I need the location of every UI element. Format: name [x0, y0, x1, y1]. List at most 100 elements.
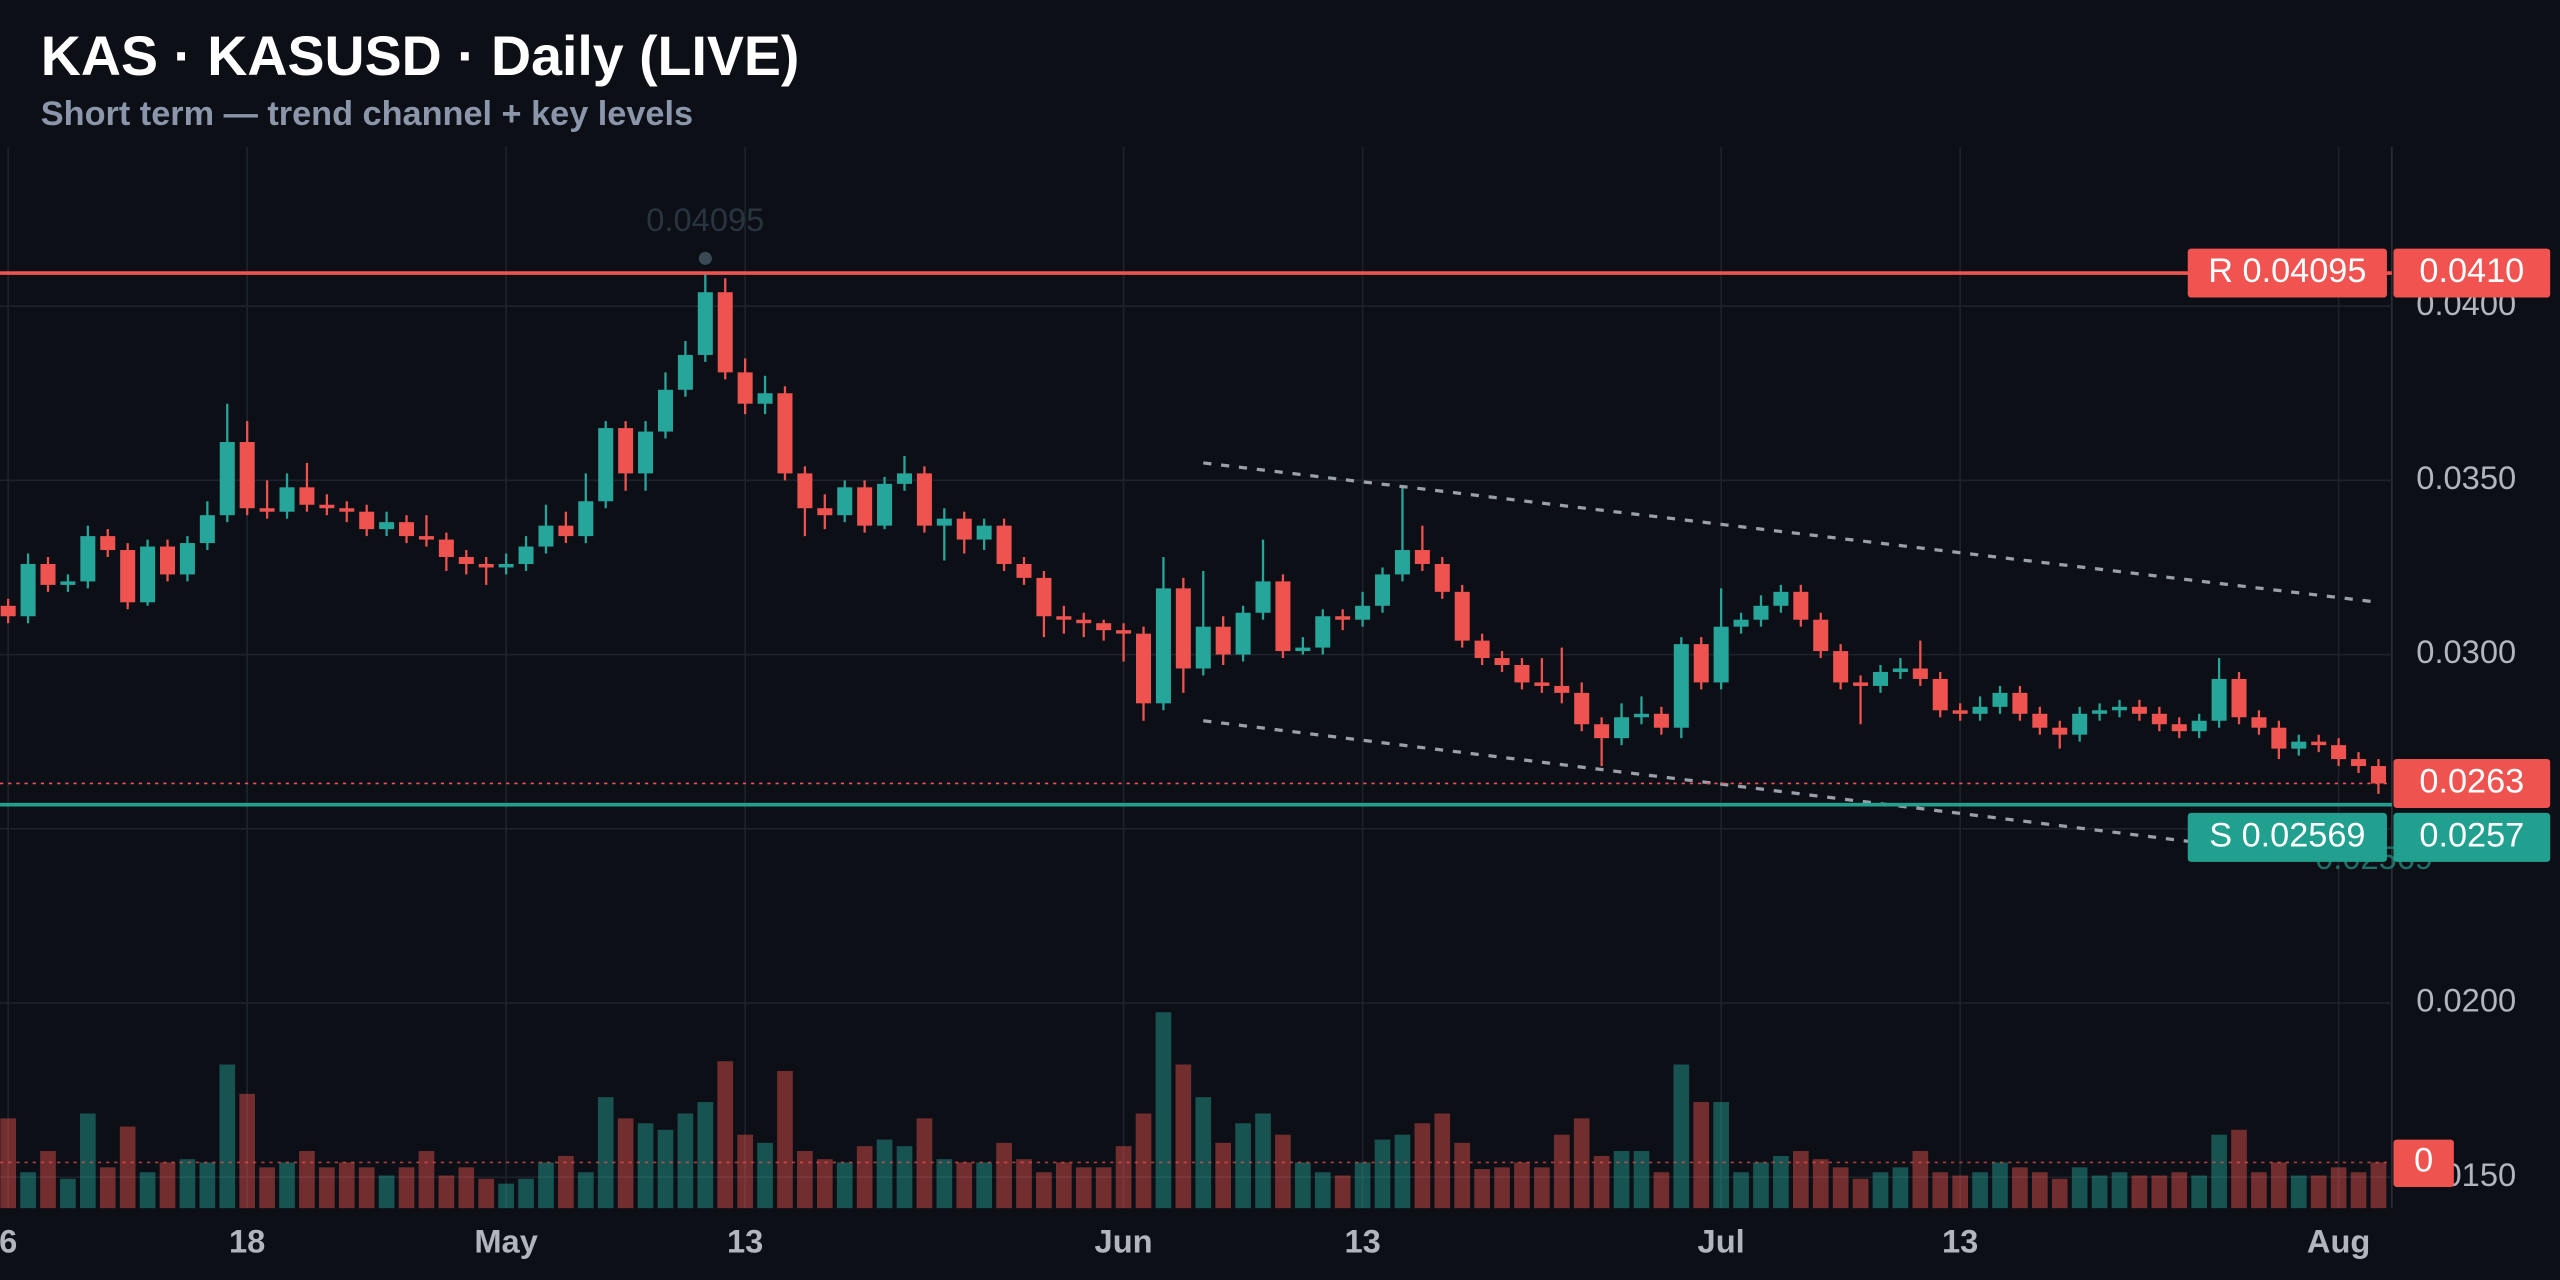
candle-body	[1016, 563, 1032, 578]
candle-body	[160, 546, 176, 575]
volume-bar	[2091, 1175, 2108, 1209]
candle-body	[638, 431, 654, 474]
candle-body	[418, 536, 434, 540]
volume-bar	[1832, 1167, 1849, 1209]
volume-bar	[1613, 1151, 1630, 1209]
candle-body	[877, 483, 893, 526]
volume-bar	[1474, 1168, 1490, 1209]
candle-body	[1175, 588, 1191, 669]
volume-bar	[1016, 1159, 1032, 1209]
volume-bar	[2251, 1172, 2267, 1209]
price-label: 0.0263	[2419, 763, 2524, 801]
candle-layer	[0, 273, 2386, 794]
volume-bar	[1454, 1142, 1471, 1209]
candle-body	[837, 487, 853, 516]
volume-bar	[797, 1151, 813, 1209]
level-label: S 0.02569	[2209, 816, 2365, 854]
candle-body	[1972, 706, 1988, 714]
volume-bar	[597, 1097, 614, 1209]
candle-body	[757, 393, 773, 404]
candle-body	[498, 563, 514, 568]
candle-body	[478, 563, 494, 568]
volume-bar	[1175, 1064, 1192, 1209]
candle-body	[518, 546, 534, 564]
candle-body	[538, 525, 554, 547]
volume-bar	[1593, 1155, 1610, 1209]
candle-body	[1813, 619, 1829, 652]
volume-bar	[2330, 1167, 2347, 1209]
volume-bar	[956, 1162, 973, 1209]
volume-bar	[498, 1183, 514, 1209]
candle-body	[1076, 619, 1092, 624]
candle-body	[717, 292, 733, 373]
x-tick-label: 6	[0, 1223, 17, 1260]
x-tick-label: 13	[1344, 1223, 1380, 1260]
candle-body	[1335, 616, 1351, 620]
candle-body	[140, 546, 156, 603]
candle-body	[1414, 550, 1430, 564]
volume-bar	[1075, 1167, 1092, 1209]
volume-bar	[299, 1151, 315, 1209]
volume-bar	[40, 1151, 56, 1209]
candle-body	[1514, 665, 1530, 683]
candle-body	[1574, 692, 1590, 725]
x-tick-label: May	[474, 1223, 537, 1260]
volume-bar	[1713, 1102, 1729, 1209]
volume-bar	[637, 1123, 654, 1209]
y-tick-label: 0.0200	[2416, 982, 2516, 1019]
x-tick-label: 13	[727, 1223, 763, 1260]
volume-bar	[677, 1113, 694, 1209]
candle-body	[2191, 720, 2207, 732]
volume-bar	[1693, 1102, 1710, 1209]
candle-body	[1235, 612, 1251, 655]
chart-subtitle: Short term — trend channel + key levels	[41, 95, 693, 133]
candle-body	[817, 508, 833, 516]
volume-bar	[1812, 1159, 1829, 1209]
candle-body	[1693, 644, 1709, 683]
volume-bar	[2211, 1134, 2227, 1209]
volume-bar	[1394, 1134, 1411, 1209]
volume-bar	[1972, 1172, 1988, 1209]
price-label-box	[2393, 758, 2551, 808]
volume-bar	[139, 1172, 156, 1209]
volume-bar	[1753, 1162, 1769, 1209]
candle-body	[1992, 692, 2008, 707]
candle-body	[2171, 724, 2187, 732]
candle-body	[1116, 630, 1132, 634]
candle-body	[1454, 591, 1470, 641]
volume-bar	[1912, 1151, 1929, 1209]
candle-body	[2052, 727, 2068, 735]
chart-title: KAS · KASUSD · Daily (LIVE)	[41, 25, 800, 87]
candle-body	[2231, 678, 2247, 718]
candle-body	[1912, 668, 1928, 679]
x-tick-label: Aug	[2307, 1223, 2370, 1260]
candle-body	[1494, 658, 1510, 666]
volume-bar	[358, 1167, 375, 1209]
candle-body	[0, 605, 16, 617]
volume-bar	[1036, 1172, 1052, 1209]
candle-body	[1892, 668, 1908, 672]
x-tick-label: 18	[229, 1223, 265, 1260]
volume-bar	[378, 1175, 395, 1209]
level-label: R 0.04095	[2208, 252, 2366, 290]
candle-body	[199, 515, 215, 544]
volume-bar	[777, 1071, 793, 1209]
volume-bar	[996, 1142, 1012, 1209]
candle-body	[399, 522, 415, 537]
volume-bar	[338, 1162, 355, 1209]
volume-bar	[219, 1064, 236, 1209]
volume-bar	[2111, 1172, 2128, 1209]
volume-bar	[478, 1178, 495, 1209]
candle-body	[2092, 710, 2108, 714]
volume-bar	[2032, 1172, 2048, 1209]
trend-channel-line	[1203, 719, 2200, 845]
candle-body	[438, 539, 454, 558]
candle-body	[1474, 640, 1490, 659]
axis-label-box	[2393, 812, 2551, 862]
volume-bar	[1056, 1162, 1072, 1209]
volume-label: 0	[2414, 1142, 2433, 1180]
volume-bar	[1255, 1113, 1271, 1209]
candle-body	[2151, 713, 2167, 725]
candle-body	[2271, 727, 2287, 749]
candle-body	[458, 557, 474, 564]
